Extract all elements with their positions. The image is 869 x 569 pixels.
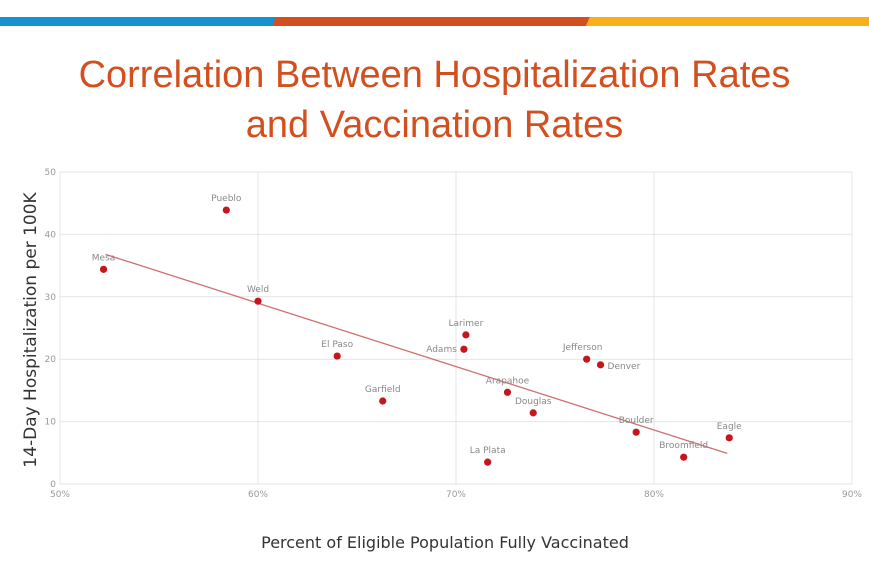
- data-point: [462, 331, 470, 339]
- trendline: [105, 253, 728, 455]
- y-tick-label: 10: [45, 418, 57, 428]
- data-point: [583, 355, 591, 363]
- chart-title-text: Correlation Between Hospitalization Rate…: [78, 54, 791, 146]
- x-tick-label: 90%: [842, 490, 862, 500]
- x-tick-label: 70%: [446, 490, 466, 500]
- data-label: La Plata: [470, 446, 506, 456]
- data-label: Jefferson: [562, 343, 603, 353]
- accent-bar-blue: [0, 17, 276, 26]
- y-tick-label: 0: [50, 480, 56, 490]
- data-point: [254, 297, 262, 305]
- data-point: [680, 453, 688, 461]
- data-point: [99, 265, 108, 273]
- data-label: Denver: [608, 362, 641, 372]
- data-point: [529, 409, 537, 417]
- y-tick-label: 20: [45, 355, 57, 365]
- data-point: [632, 428, 640, 436]
- y-tick-label: 40: [45, 230, 57, 240]
- data-label: Weld: [247, 285, 269, 295]
- x-tick-label: 60%: [248, 490, 268, 500]
- y-tick-label: 50: [45, 168, 57, 178]
- data-point: [222, 206, 230, 214]
- x-tick-label: 50%: [50, 490, 70, 500]
- data-label: Adams: [426, 345, 457, 355]
- data-label: Douglas: [515, 397, 552, 407]
- chart-title: Correlation Between Hospitalization Rate…: [0, 50, 869, 150]
- data-label: Broomfield: [659, 441, 708, 451]
- data-point: [503, 388, 512, 396]
- data-point: [333, 352, 341, 360]
- data-label: Eagle: [717, 422, 742, 432]
- data-label: Pueblo: [211, 194, 242, 204]
- data-label: El Paso: [321, 340, 353, 350]
- data-point: [379, 397, 387, 405]
- x-tick-label: 80%: [644, 490, 664, 500]
- accent-bar-orange: [272, 17, 590, 26]
- data-label: Mesa: [92, 253, 116, 263]
- x-axis-label: Percent of Eligible Population Fully Vac…: [261, 533, 629, 552]
- data-label: Arapahoe: [486, 376, 530, 386]
- y-tick-label: 30: [45, 293, 57, 303]
- data-label: Larimer: [449, 319, 484, 329]
- accent-bar-yellow: [586, 17, 869, 26]
- data-point: [596, 361, 605, 369]
- data-point: [725, 434, 733, 442]
- data-point: [484, 458, 492, 466]
- data-label: Boulder: [619, 416, 654, 426]
- data-point: [460, 345, 468, 353]
- data-label: Garfield: [365, 385, 401, 395]
